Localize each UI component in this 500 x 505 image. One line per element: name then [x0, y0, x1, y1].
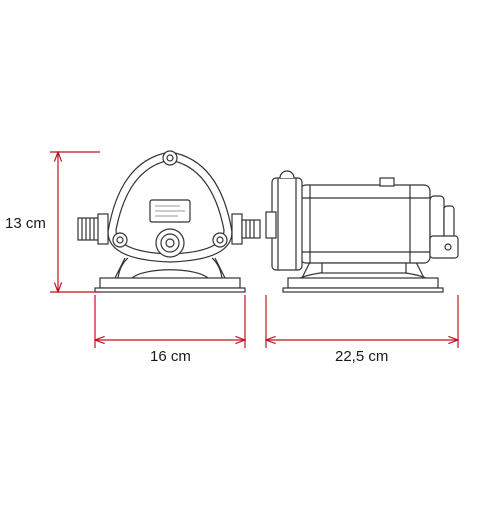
- height-label: 13 cm: [5, 215, 46, 232]
- width-front-label: 16 cm: [150, 348, 191, 365]
- width-side-label: 22,5 cm: [335, 348, 388, 365]
- front-view: [78, 151, 260, 292]
- side-view: [266, 171, 458, 292]
- technical-drawing: 13 cm 16 cm 22,5 cm: [0, 0, 500, 500]
- drawing-svg: [0, 0, 500, 500]
